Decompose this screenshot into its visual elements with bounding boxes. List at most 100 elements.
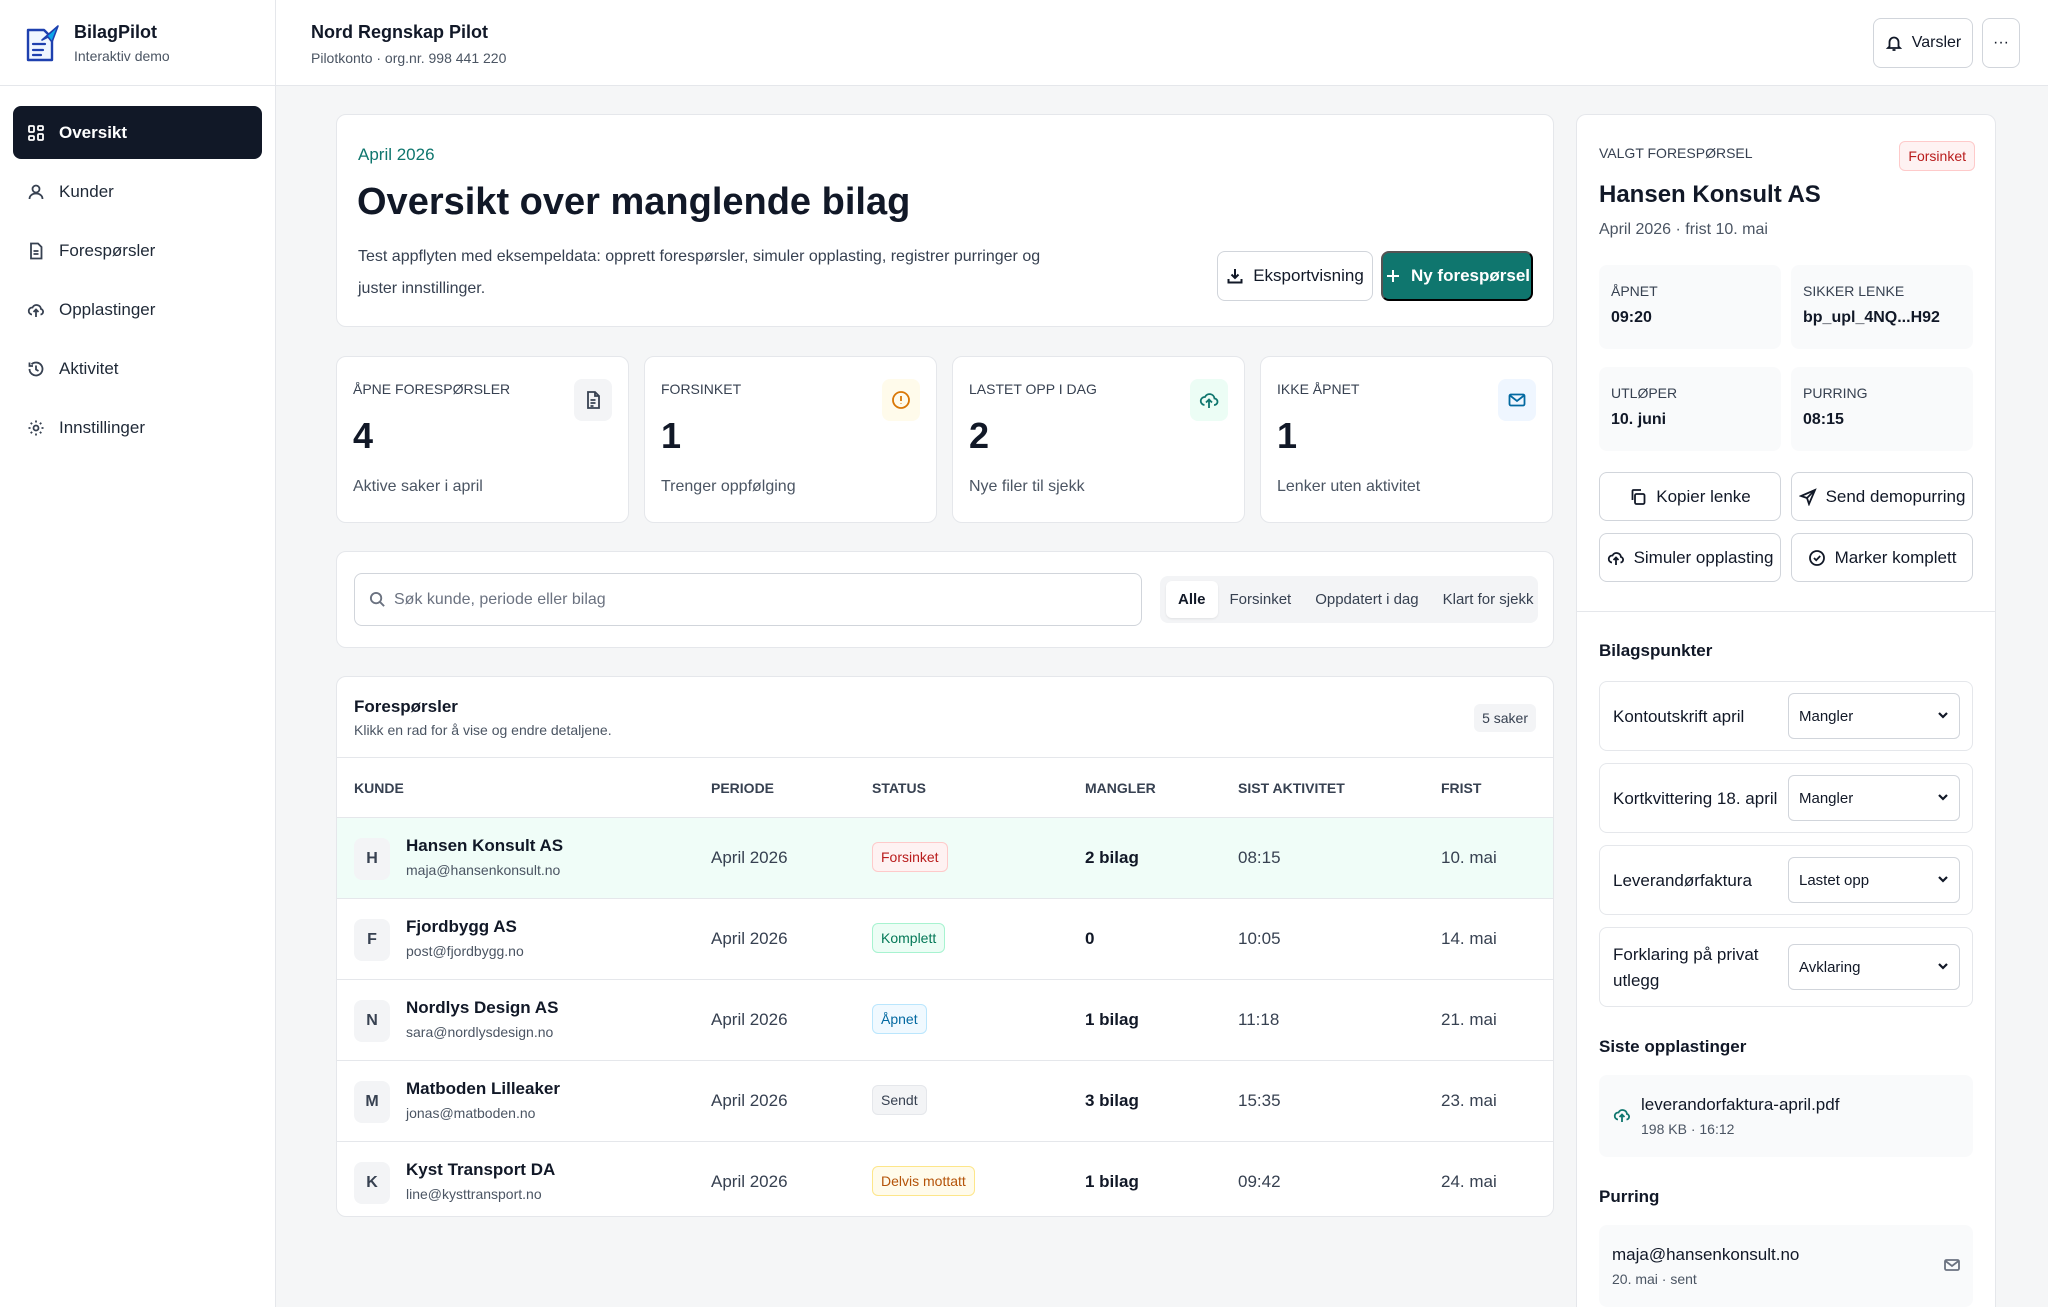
document-status-select[interactable]: Mangler [1788,775,1960,821]
customer-email: line@kysttransport.no [406,1186,542,1202]
bell-icon [1885,36,1902,51]
column-header-missing[interactable]: Mangler [1085,780,1156,796]
column-header-last-activity[interactable]: Sist aktivitet [1238,780,1345,796]
nav-label: Opplastinger [59,299,156,319]
detail-label: Utløper [1611,385,1678,401]
stat-card-not-opened: Ikke åpnet 1 Lenker uten aktivitet [1260,356,1553,523]
nav-item-innstillinger[interactable]: Innstillinger [13,401,262,454]
notifications-label: Varsler [1911,34,1962,51]
nav-item-aktivitet[interactable]: Aktivitet [13,342,262,395]
table-row[interactable]: M Matboden Lilleaker jonas@matboden.no A… [337,1061,1553,1142]
reminder-section-title: Purring [1599,1187,1660,1206]
detail-label: Sikker lenke [1803,283,1905,299]
document-status-select[interactable]: Avklaring [1788,944,1960,990]
nav-item-opplastinger[interactable]: Opplastinger [13,283,262,336]
simulate-upload-label: Simuler opplasting [1633,547,1774,567]
copy-link-label: Kopier lenke [1656,486,1751,506]
filter-delayed[interactable]: Forsinket [1229,591,1292,608]
notifications-button[interactable]: Varsler [1873,18,1973,68]
brand[interactable]: BilagPilot Interaktiv demo [0,0,275,86]
stat-sub: Lenker uten aktivitet [1277,478,1421,495]
org-name: Nord Regnskap Pilot [311,22,489,42]
avatar: F [354,919,390,961]
reminder-email: maja@hansenkonsult.no [1612,1245,1800,1264]
detail-label: Purring [1803,385,1868,401]
filter-bar: Alle Forsinket Oppdatert i dag Klart for… [336,551,1554,648]
copy-icon [1631,488,1646,505]
export-view-button[interactable]: Eksportvisning [1217,251,1373,301]
column-header-customer[interactable]: Kunde [354,780,404,796]
copy-link-button[interactable]: Kopier lenke [1599,472,1781,521]
cloud-upload-icon [1607,551,1624,565]
avatar: N [354,1000,390,1042]
due-cell: 14. mai [1441,929,1497,948]
history-icon [28,361,44,376]
filter-segmented-control: Alle Forsinket Oppdatert i dag Klart for… [1160,576,1538,623]
panel-meta: April 2026 · frist 10. mai [1599,221,1768,238]
stat-icon-box [1190,379,1228,421]
hero-period: April 2026 [358,145,435,164]
period-cell: April 2026 [711,929,788,948]
customer-email: sara@nordlysdesign.no [406,1024,554,1040]
new-request-button[interactable]: Ny forespørsel [1381,251,1533,301]
last-activity-cell: 15:35 [1238,1091,1281,1110]
filter-updated-today[interactable]: Oppdatert i dag [1315,591,1419,608]
org-subtitle: Pilotkonto · org.nr. 998 441 220 [311,50,507,66]
alert-circle-icon [892,391,910,409]
document-item-name: Kortkvittering 18. april [1613,789,1778,808]
due-cell: 24. mai [1441,1172,1497,1191]
nav-item-oversikt[interactable]: Oversikt [13,106,262,159]
column-header-status[interactable]: Status [872,780,926,796]
plus-icon [1386,270,1399,282]
column-header-period[interactable]: Periode [711,780,775,796]
table-row[interactable]: N Nordlys Design AS sara@nordlysdesign.n… [337,980,1553,1061]
table-row[interactable]: F Fjordbygg AS post@fjordbygg.no April 2… [337,899,1553,980]
cloud-upload-icon [1199,393,1219,408]
document-status-select[interactable]: Mangler [1788,693,1960,739]
document-status-select-wrap: Avklaring [1788,944,1960,990]
send-reminder-label: Send demopurring [1825,486,1966,506]
reminder-meta: 20. mai · sent [1612,1271,1697,1287]
filter-ready-for-check[interactable]: Klart for sjekk [1442,591,1534,608]
status-badge: Komplett [872,923,946,953]
mail-icon [1508,393,1526,407]
document-status-select[interactable]: Lastet opp [1788,857,1960,903]
upload-item[interactable]: leverandorfaktura-april.pdf 198 KB · 16:… [1599,1075,1973,1157]
avatar: H [354,838,390,880]
check-circle-icon [1808,549,1825,566]
document-status-select-wrap: Mangler [1788,775,1960,821]
stat-sub: Trenger oppfølging [661,478,796,495]
export-label: Eksportvisning [1253,266,1364,285]
document-item-name: Leverandørfaktura [1613,871,1752,890]
panel-divider [1577,611,1995,612]
missing-cell: 2 bilag [1085,848,1139,867]
period-cell: April 2026 [711,848,788,867]
detail-label: Åpnet [1611,283,1658,299]
customer-email: jonas@matboden.no [406,1105,536,1121]
stat-value: 2 [969,415,990,456]
more-options-button[interactable]: ··· [1982,18,2020,68]
document-icon [587,391,600,409]
upload-meta: 198 KB · 16:12 [1641,1121,1735,1137]
uploads-section-title: Siste opplastinger [1599,1037,1747,1056]
stat-sub: Aktive saker i april [353,478,483,495]
filter-all[interactable]: Alle [1166,581,1218,618]
column-header-due[interactable]: Frist [1441,780,1482,796]
mark-complete-button[interactable]: Marker komplett [1791,533,1973,582]
status-badge: Forsinket [872,842,948,872]
send-demo-reminder-button[interactable]: Send demopurring [1791,472,1973,521]
cloud-upload-icon [27,303,44,317]
table-row[interactable]: H Hansen Konsult AS maja@hansenkonsult.n… [337,818,1553,899]
detail-value: 09:20 [1611,309,1652,326]
mail-icon [1944,1259,1960,1271]
sidebar: BilagPilot Interaktiv demo Oversikt Kund… [0,0,276,1307]
simulate-upload-button[interactable]: Simuler opplasting [1599,533,1781,582]
missing-cell: 1 bilag [1085,1172,1139,1191]
stat-card-uploaded: Lastet opp i dag 2 Nye filer til sjekk [952,356,1245,523]
search-input[interactable] [394,590,1134,609]
table-row[interactable]: K Kyst Transport DA line@kysttransport.n… [337,1142,1553,1223]
table-body: H Hansen Konsult AS maja@hansenkonsult.n… [337,818,1553,1223]
nav-item-kunder[interactable]: Kunder [13,165,262,218]
gear-icon [28,420,44,435]
nav-item-foresporsler[interactable]: Forespørsler [13,224,262,277]
